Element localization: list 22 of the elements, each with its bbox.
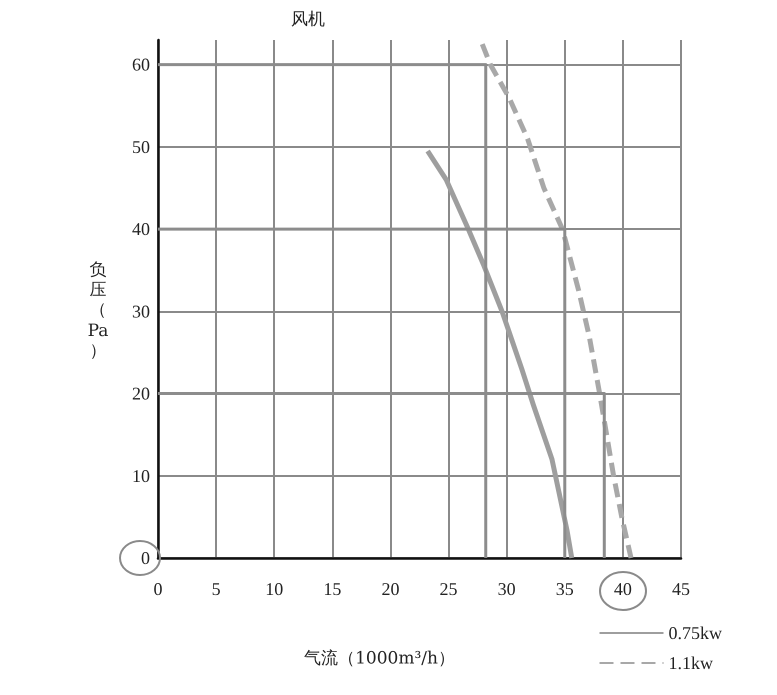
x-tick-label: 15 bbox=[323, 579, 342, 599]
y-tick-label: 30 bbox=[132, 301, 150, 322]
y-tick-label: 20 bbox=[132, 384, 150, 404]
x-tick-label: 5 bbox=[212, 579, 221, 599]
x-axis-title: 气流（1000m³/h） bbox=[304, 648, 455, 668]
x-tick-label: 10 bbox=[265, 579, 284, 599]
legend-label: 1.1kw bbox=[668, 653, 713, 673]
y-tick-label: 60 bbox=[132, 54, 150, 75]
chart-title: 风机 bbox=[291, 10, 325, 30]
x-tick-label: 25 bbox=[440, 579, 458, 599]
y-tick-label: 10 bbox=[132, 466, 150, 486]
x-tick-label: 0 bbox=[154, 579, 162, 599]
y-tick-label: 0 bbox=[141, 548, 150, 568]
y-tick-label: 40 bbox=[132, 219, 150, 240]
y-tick-label: 50 bbox=[132, 136, 150, 157]
x-tick-label: 40 bbox=[614, 579, 632, 599]
x-tick-label: 30 bbox=[498, 579, 516, 599]
x-tick-label: 20 bbox=[381, 579, 400, 599]
x-tick-label: 45 bbox=[672, 579, 690, 599]
y-axis-title: 负压（Pa） bbox=[88, 260, 108, 362]
legend-label: 0.75kw bbox=[668, 623, 722, 643]
x-tick-label: 35 bbox=[556, 579, 574, 599]
